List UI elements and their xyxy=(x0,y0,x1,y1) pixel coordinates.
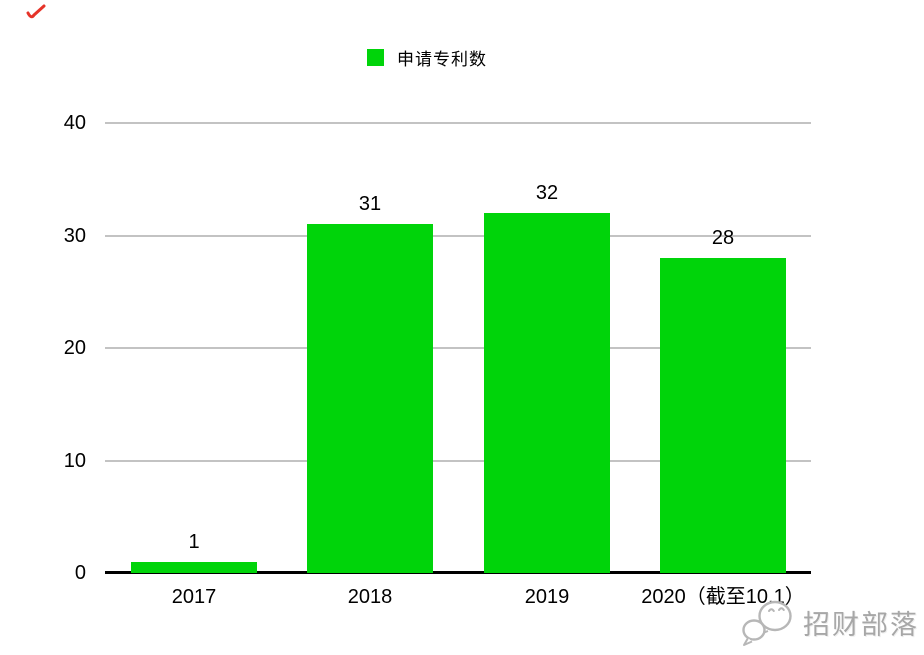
red-scribble-annotation xyxy=(26,4,46,19)
x-label-2017: 2017 xyxy=(171,586,217,608)
gridline-40 xyxy=(105,122,811,124)
y-tick-40: 40 xyxy=(63,112,86,134)
watermark: 招财部落 xyxy=(740,596,919,648)
gridline-30 xyxy=(105,234,811,237)
bar-2020 xyxy=(660,258,786,573)
y-tick-30: 30 xyxy=(63,224,86,247)
legend-label: 申请专利数 xyxy=(397,50,487,69)
y-tick-10: 10 xyxy=(63,449,86,472)
chart-legend: 申请专利数 xyxy=(367,45,487,70)
watermark-text: 招财部落 xyxy=(803,609,919,640)
gridline-20 xyxy=(105,347,811,349)
bar-value-label: 32 xyxy=(535,182,559,204)
x-label-2018: 2018 xyxy=(347,586,393,608)
x-axis-line xyxy=(105,571,811,574)
bar-2017 xyxy=(131,562,257,573)
bar-value-label: 31 xyxy=(358,193,382,215)
gridline-10 xyxy=(105,459,811,462)
bar-value-label: 1 xyxy=(188,531,200,553)
y-tick-0: 0 xyxy=(74,562,86,584)
chat-bubbles-face-icon xyxy=(742,600,792,646)
x-label-2020: 2020（截至10.1） xyxy=(641,586,805,608)
bar-2019 xyxy=(484,213,610,573)
bar-value-label: 28 xyxy=(711,227,735,249)
bar-2018 xyxy=(307,224,433,573)
y-tick-20: 20 xyxy=(63,337,86,359)
x-label-2019: 2019 xyxy=(524,586,570,608)
legend-swatch-icon xyxy=(367,49,384,66)
